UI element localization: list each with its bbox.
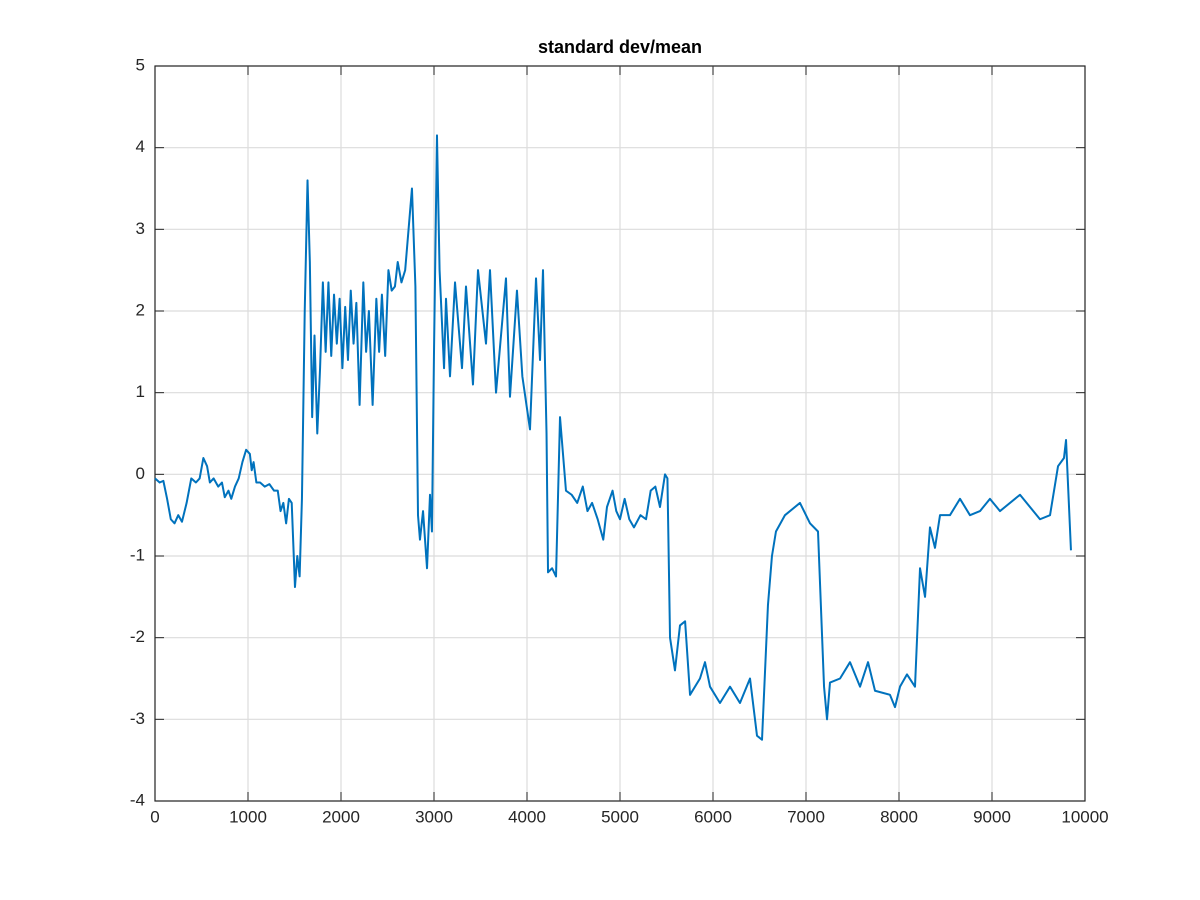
x-tick-label: 3000 xyxy=(415,807,453,826)
y-tick-label: -3 xyxy=(130,709,145,728)
x-tick-label: 9000 xyxy=(973,807,1011,826)
plot-frame xyxy=(154,65,1086,802)
x-tick-label: 0 xyxy=(150,807,159,826)
y-tick-label: -1 xyxy=(130,545,145,564)
y-tick-label: -4 xyxy=(130,790,145,809)
y-tick-label: 5 xyxy=(136,55,145,74)
y-tick-label: 3 xyxy=(136,219,145,238)
x-tick-label: 4000 xyxy=(508,807,546,826)
y-tick-label: 2 xyxy=(136,300,145,319)
y-tick-label: -2 xyxy=(130,627,145,646)
x-tick-label: 5000 xyxy=(601,807,639,826)
data-line xyxy=(154,134,1072,741)
x-tick-label: 6000 xyxy=(694,807,732,826)
chart-title: standard dev/mean xyxy=(538,37,702,57)
y-tick-label: 0 xyxy=(136,464,145,483)
y-tick-label: 1 xyxy=(136,382,145,401)
y-tick-label: 4 xyxy=(136,137,145,156)
x-tick-label: 8000 xyxy=(880,807,918,826)
x-tick-label: 2000 xyxy=(322,807,360,826)
x-tick-label: 1000 xyxy=(229,807,267,826)
x-tick-label: 10000 xyxy=(1061,807,1108,826)
x-tick-label: 7000 xyxy=(787,807,825,826)
